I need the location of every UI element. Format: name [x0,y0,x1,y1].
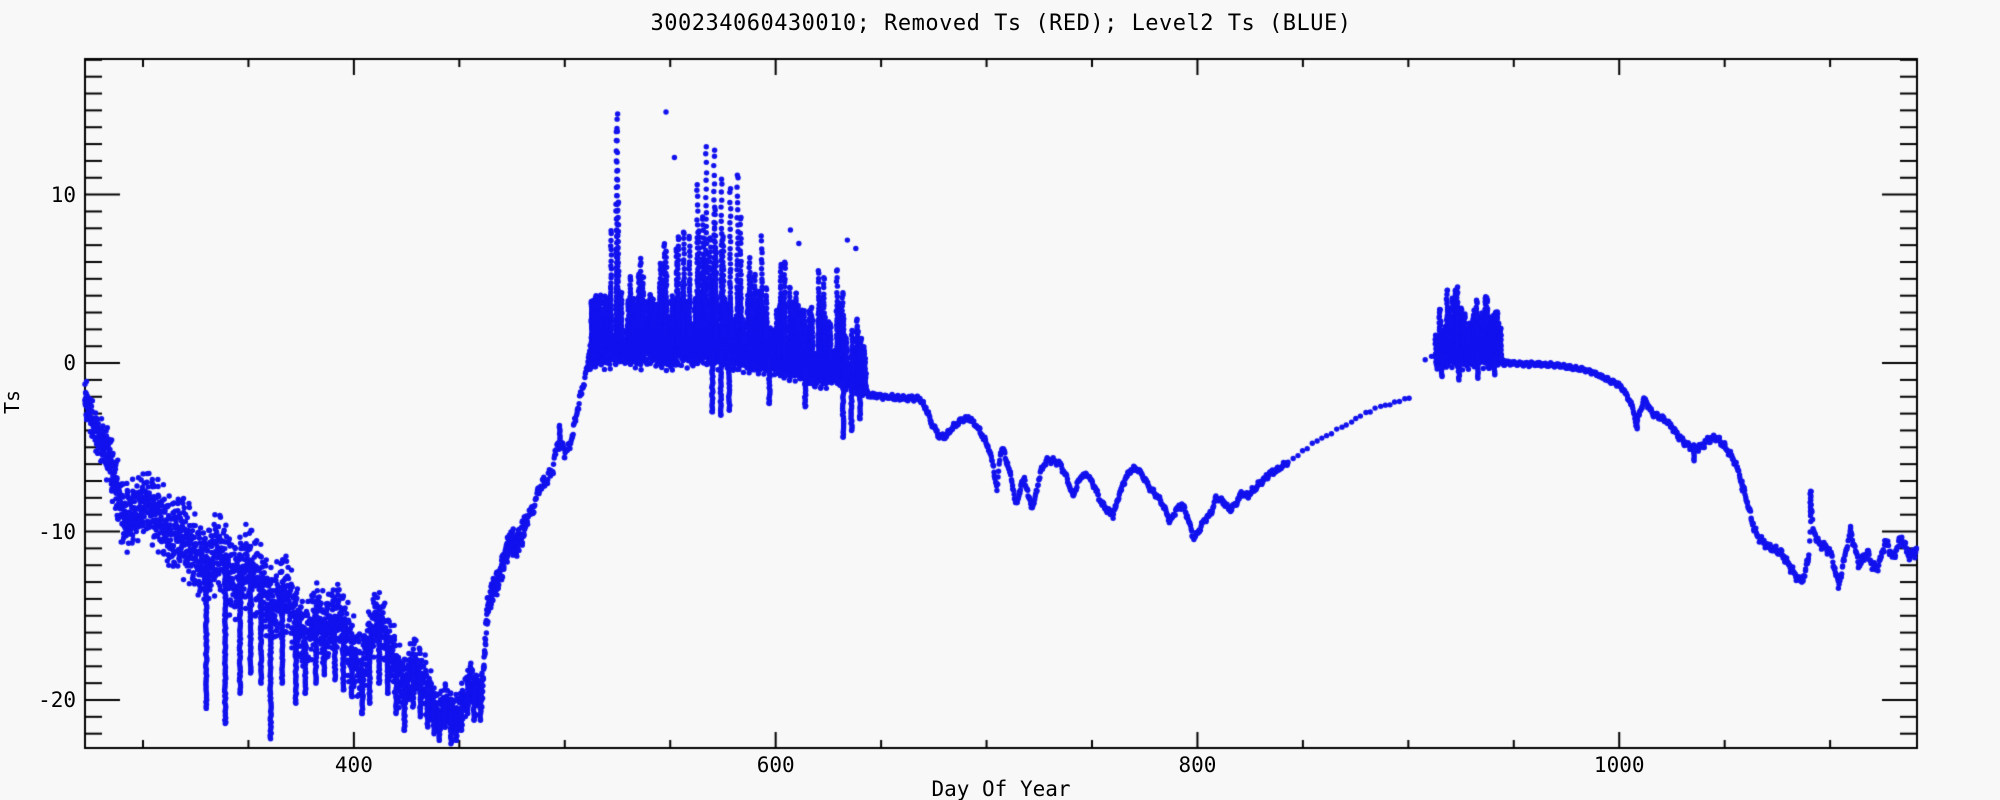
y-axis-label: Ts [0,389,24,415]
y-tick-label: -20 [38,687,76,712]
x-axis-label: Day Of Year [931,777,1071,800]
x-tick-label: 1000 [1593,753,1645,777]
x-tick-label: 800 [1178,753,1217,777]
x-tick-label: 600 [756,753,795,777]
y-tick-label: 0 [63,351,76,376]
x-tick-label: 400 [334,753,373,777]
y-tick-label: 10 [50,182,76,207]
y-tick-label: -10 [38,519,76,544]
chart-title: 300234060430010; Removed Ts (RED); Level… [650,11,1352,36]
